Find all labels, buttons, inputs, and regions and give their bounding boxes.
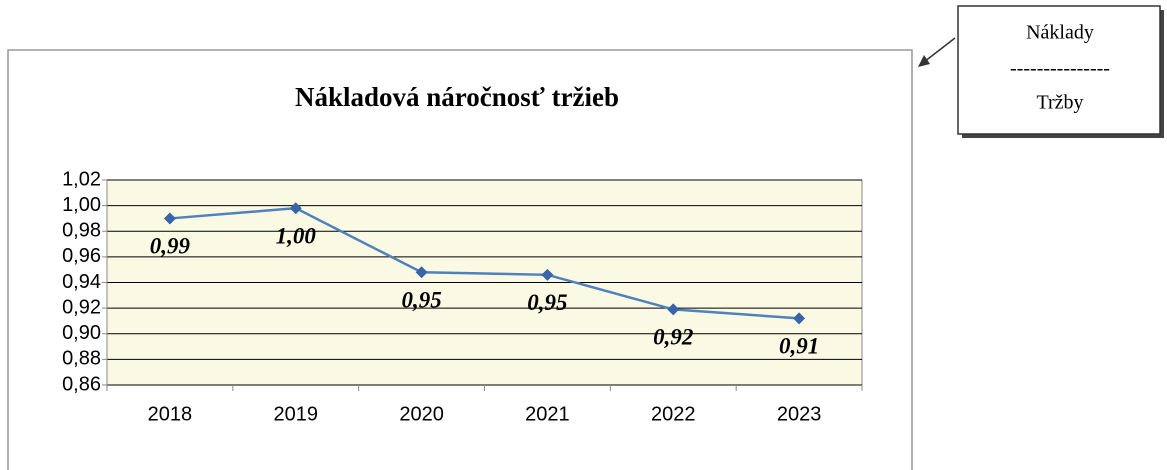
arrow-head — [918, 55, 930, 67]
chart-title: Nákladová náročnosť tržieb — [295, 82, 619, 112]
x-tick-label: 2018 — [148, 403, 193, 425]
marker — [667, 303, 680, 316]
x-tick-label: 2019 — [274, 403, 319, 425]
x-tick-label: 2023 — [777, 403, 822, 425]
data-label: 0,99 — [150, 234, 191, 259]
marker — [163, 212, 176, 225]
y-tick-label: 1,00 — [62, 194, 101, 216]
y-tick-label: 0,88 — [62, 348, 101, 370]
data-label: 0,95 — [527, 290, 567, 315]
chart-frame — [7, 49, 913, 470]
data-label: 0,91 — [779, 334, 819, 359]
marker — [541, 268, 554, 281]
y-tick-label: 0,96 — [62, 245, 101, 267]
x-tick-label: 2020 — [399, 403, 444, 425]
series-line — [169, 206, 800, 320]
numerator: Náklady — [1026, 22, 1094, 44]
marker — [289, 202, 302, 215]
data-label: 0,95 — [401, 288, 441, 313]
marker — [415, 266, 428, 279]
marker — [793, 312, 806, 325]
arrow-line — [923, 37, 956, 63]
x-tick-label: 2022 — [651, 403, 696, 425]
x-tick-label: 2021 — [525, 403, 570, 425]
y-tick-label: 0,94 — [62, 271, 101, 293]
denominator: Tržby — [1036, 92, 1083, 114]
data-label: 0,92 — [653, 325, 693, 350]
y-tick-label: 0,92 — [62, 296, 101, 318]
separator: --------------- — [1010, 58, 1110, 80]
y-tick-label: 1,02 — [62, 168, 101, 190]
y-tick-label: 0,86 — [62, 373, 101, 395]
data-label: 1,00 — [276, 223, 317, 248]
y-tick-label: 0,98 — [62, 220, 101, 242]
y-tick-label: 0,90 — [62, 322, 101, 344]
annotation-box — [957, 5, 1161, 135]
